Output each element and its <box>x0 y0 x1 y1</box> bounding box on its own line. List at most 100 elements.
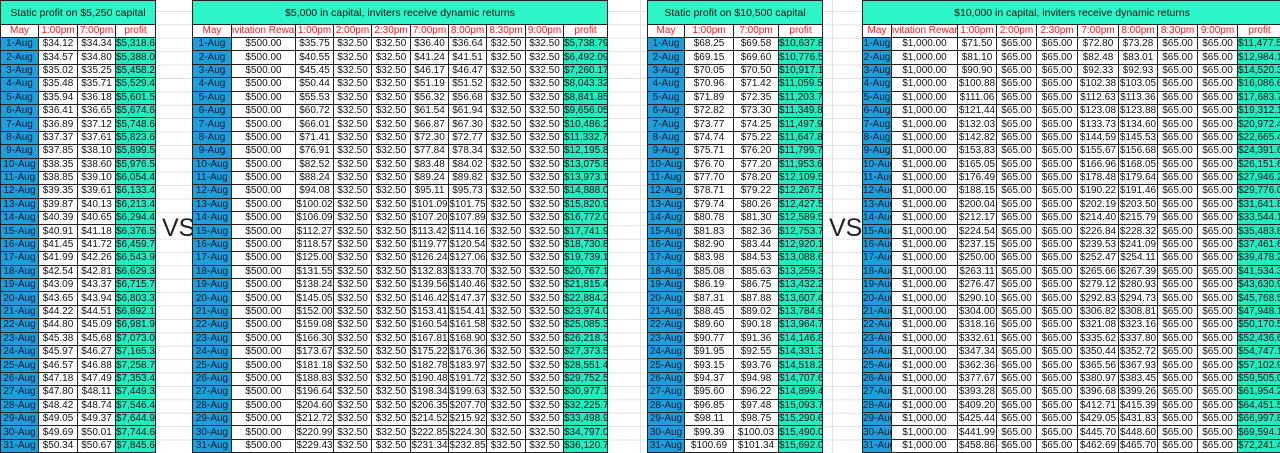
value-cell[interactable]: $65.00 <box>996 77 1037 92</box>
profit-cell[interactable]: $11,059.51 <box>777 77 824 92</box>
column-header[interactable]: 8:30pm <box>1157 24 1198 38</box>
value-cell[interactable]: $1,000.00 <box>891 36 958 52</box>
value-cell[interactable]: $35.94 <box>38 90 78 105</box>
date-cell[interactable]: 11-Aug <box>647 170 685 186</box>
value-cell[interactable]: $65.00 <box>1036 318 1078 333</box>
value-cell[interactable]: $34.57 <box>38 50 78 65</box>
profit-cell[interactable]: $11,477.58 <box>1236 36 1280 52</box>
value-cell[interactable]: $32.50 <box>525 144 564 159</box>
value-cell[interactable]: $39.10 <box>77 170 116 186</box>
value-cell[interactable]: $80.26 <box>733 197 779 213</box>
value-cell[interactable]: $121.44 <box>957 103 997 119</box>
value-cell[interactable]: $112.27 <box>295 224 334 239</box>
date-cell[interactable]: 1-Aug <box>647 36 685 52</box>
value-cell[interactable]: $318.16 <box>957 318 997 333</box>
value-cell[interactable]: $1,000.00 <box>891 398 958 413</box>
value-cell[interactable]: $81.10 <box>957 50 997 65</box>
value-cell[interactable]: $90.90 <box>957 63 997 79</box>
value-cell[interactable]: $179.64 <box>1118 170 1158 186</box>
date-cell[interactable]: 7-Aug <box>192 117 232 132</box>
value-cell[interactable]: $46.57 <box>38 358 78 373</box>
value-cell[interactable]: $67.30 <box>448 117 487 132</box>
profit-cell[interactable]: $18,730.82 <box>562 237 609 253</box>
value-cell[interactable]: $500.00 <box>231 117 296 132</box>
value-cell[interactable]: $37.12 <box>77 117 116 132</box>
date-cell[interactable]: 6-Aug <box>0 103 39 119</box>
value-cell[interactable]: $250.00 <box>957 251 997 266</box>
value-cell[interactable]: $32.50 <box>333 144 372 159</box>
value-cell[interactable]: $32.50 <box>333 103 372 119</box>
value-cell[interactable]: $113.36 <box>1118 90 1158 105</box>
column-header[interactable]: profit <box>562 24 609 38</box>
date-cell[interactable]: 8-Aug <box>647 130 685 146</box>
profit-cell[interactable]: $12,984.17 <box>1236 50 1280 65</box>
value-cell[interactable]: $500.00 <box>231 304 296 320</box>
profit-cell[interactable]: $13,973.13 <box>562 170 609 186</box>
profit-cell[interactable]: $13,607.45 <box>777 291 824 306</box>
value-cell[interactable]: $1,000.00 <box>891 197 958 213</box>
value-cell[interactable]: $144.59 <box>1077 130 1119 146</box>
profit-cell[interactable]: $66,997.88 <box>1236 411 1280 427</box>
date-cell[interactable]: 7-Aug <box>862 117 892 132</box>
date-cell[interactable]: 31-Aug <box>0 438 39 453</box>
value-cell[interactable]: $32.50 <box>525 344 564 360</box>
value-cell[interactable]: $32.50 <box>525 411 564 427</box>
date-cell[interactable]: 28-Aug <box>647 398 685 413</box>
profit-cell[interactable]: $6,543.97 <box>114 251 157 266</box>
value-cell[interactable]: $65.00 <box>1157 211 1198 226</box>
value-cell[interactable]: $321.08 <box>1077 318 1119 333</box>
date-cell[interactable]: 7-Aug <box>0 117 39 132</box>
value-cell[interactable]: $1,000.00 <box>891 50 958 65</box>
value-cell[interactable]: $101.34 <box>733 438 779 453</box>
profit-cell[interactable]: $14,518.26 <box>777 358 824 373</box>
date-cell[interactable]: 3-Aug <box>647 63 685 79</box>
value-cell[interactable]: $65.00 <box>1036 144 1078 159</box>
value-cell[interactable]: $73.30 <box>733 103 779 119</box>
value-cell[interactable]: $1,000.00 <box>891 331 958 346</box>
value-cell[interactable]: $106.09 <box>295 211 334 226</box>
value-cell[interactable]: $32.50 <box>371 371 411 387</box>
profit-cell[interactable]: $11,497.90 <box>777 117 824 132</box>
value-cell[interactable]: $500.00 <box>231 103 296 119</box>
column-header[interactable]: May <box>647 24 685 38</box>
date-cell[interactable]: 9-Aug <box>862 144 892 159</box>
value-cell[interactable]: $65.00 <box>1197 103 1238 119</box>
profit-cell[interactable]: $8,841.85 <box>562 90 609 105</box>
profit-cell[interactable]: $31,641.82 <box>1236 197 1280 213</box>
date-cell[interactable]: 18-Aug <box>192 264 232 280</box>
date-cell[interactable]: 10-Aug <box>647 157 685 172</box>
value-cell[interactable]: $32.50 <box>525 77 564 92</box>
date-cell[interactable]: 6-Aug <box>862 103 892 119</box>
value-cell[interactable]: $46.27 <box>77 344 116 360</box>
value-cell[interactable]: $65.00 <box>1036 117 1078 132</box>
value-cell[interactable]: $78.34 <box>448 144 487 159</box>
value-cell[interactable]: $92.55 <box>733 344 779 360</box>
profit-cell[interactable]: $14,899.43 <box>777 385 824 400</box>
value-cell[interactable]: $65.00 <box>1036 304 1078 320</box>
date-cell[interactable]: 21-Aug <box>192 304 232 320</box>
value-cell[interactable]: $50.44 <box>295 77 334 92</box>
profit-cell[interactable]: $7,744.61 <box>114 425 157 440</box>
value-cell[interactable]: $87.31 <box>684 291 734 306</box>
value-cell[interactable]: $145.53 <box>1118 130 1158 146</box>
value-cell[interactable]: $32.50 <box>371 50 411 65</box>
value-cell[interactable]: $40.13 <box>77 197 116 213</box>
value-cell[interactable]: $47.18 <box>38 371 78 387</box>
value-cell[interactable]: $214.52 <box>410 411 449 427</box>
profit-cell[interactable]: $34,797.09 <box>562 425 609 440</box>
value-cell[interactable]: $32.50 <box>371 90 411 105</box>
value-cell[interactable]: $74.74 <box>684 130 734 146</box>
date-cell[interactable]: 22-Aug <box>647 318 685 333</box>
value-cell[interactable]: $32.50 <box>525 224 564 239</box>
date-cell[interactable]: 2-Aug <box>862 50 892 65</box>
value-cell[interactable]: $32.50 <box>486 36 526 52</box>
value-cell[interactable]: $91.36 <box>733 331 779 346</box>
value-cell[interactable]: $65.00 <box>1197 278 1238 293</box>
value-cell[interactable]: $166.30 <box>295 331 334 346</box>
value-cell[interactable]: $65.00 <box>1036 170 1078 186</box>
value-cell[interactable]: $45.97 <box>38 344 78 360</box>
value-cell[interactable]: $65.00 <box>996 157 1037 172</box>
profit-cell[interactable]: $64,451.57 <box>1236 398 1280 413</box>
value-cell[interactable]: $1,000.00 <box>891 184 958 199</box>
value-cell[interactable]: $50.01 <box>77 425 116 440</box>
